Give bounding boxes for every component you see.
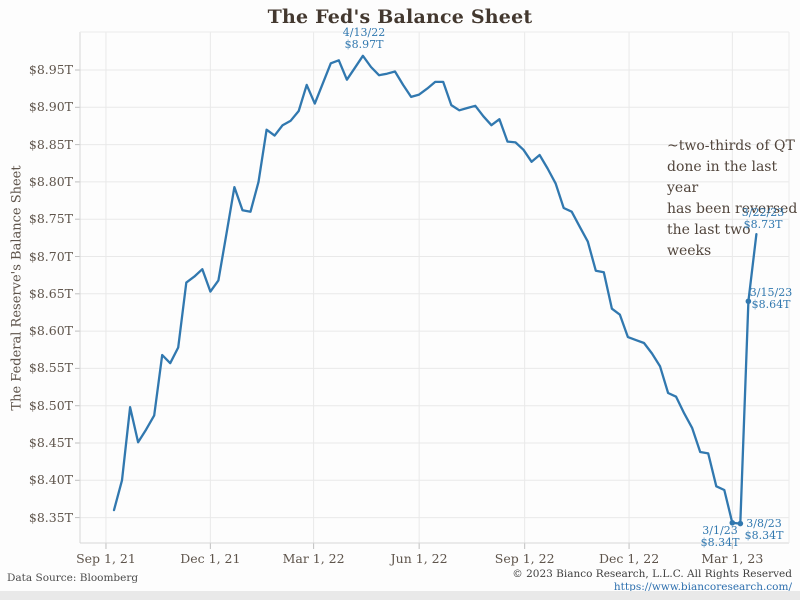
y-tick-label: $8.95T bbox=[28, 62, 73, 77]
callout-mar08-date: 3/8/23 bbox=[746, 517, 782, 530]
callout-peak-value: $8.97T bbox=[344, 38, 384, 51]
callout-mar08-value: $8.34T bbox=[744, 529, 784, 542]
y-tick-label: $8.80T bbox=[28, 173, 73, 189]
y-tick-label: $8.90T bbox=[28, 99, 73, 115]
copyright-text: © 2023 Bianco Research, L.L.C. All Right… bbox=[512, 568, 792, 580]
y-tick-label: $8.55T bbox=[28, 360, 73, 376]
y-tick-label: $8.65T bbox=[28, 285, 73, 301]
x-tick-label: Mar 1, 23 bbox=[701, 551, 764, 566]
callout-mar08: 3/8/23 $8.34T bbox=[734, 518, 794, 542]
y-tick-label: $8.70T bbox=[28, 248, 73, 264]
x-tick-label: Dec 1, 22 bbox=[598, 551, 660, 566]
callout-mar15: 3/15/23 $8.64T bbox=[741, 287, 800, 311]
qt-note-annotation: ~two-thirds of QT done in the last year … bbox=[667, 138, 798, 259]
data-source-note: Data Source: Bloomberg bbox=[7, 572, 139, 584]
y-tick-label: $8.75T bbox=[28, 211, 73, 227]
y-tick-label: $8.35T bbox=[28, 509, 73, 525]
page-title: The Fed's Balance Sheet bbox=[267, 6, 533, 28]
callout-mar22-value: $8.73T bbox=[743, 218, 783, 231]
y-tick-label: $8.40T bbox=[28, 472, 73, 488]
x-tick-label: Sep 1, 21 bbox=[76, 551, 136, 566]
callout-mar22-date: 3/22/23 bbox=[741, 206, 785, 219]
y-tick-label: $8.85T bbox=[28, 136, 73, 152]
y-tick-label: $8.50T bbox=[28, 397, 73, 413]
callout-mar01: 3/1/23 $8.34T bbox=[690, 525, 750, 549]
callout-mar15-value: $8.64T bbox=[751, 298, 791, 311]
balance-sheet-line bbox=[112, 54, 758, 525]
callout-mar01-value: $8.34T bbox=[700, 536, 740, 549]
y-tick-label: $8.45T bbox=[28, 435, 73, 450]
callout-mar01-date: 3/1/23 bbox=[702, 524, 738, 537]
x-tick-label: Jun 1, 22 bbox=[390, 551, 448, 566]
x-tick-label: Sep 1, 22 bbox=[494, 551, 555, 566]
footer-credits: © 2023 Bianco Research, L.L.C. All Right… bbox=[512, 568, 792, 594]
x-tick-label: Dec 1, 21 bbox=[180, 551, 241, 566]
callout-mar15-date: 3/15/23 bbox=[749, 286, 793, 299]
bianco-research-link[interactable]: https://www.biancoresearch.com/ bbox=[613, 581, 792, 593]
callout-peak: 4/13/22 $8.97T bbox=[324, 27, 404, 51]
callout-peak-date: 4/13/22 bbox=[342, 26, 386, 39]
y-tick-label: $8.60T bbox=[28, 323, 73, 339]
callout-mar22: 3/22/23 $8.73T bbox=[731, 207, 795, 231]
x-tick-label: Mar 1, 22 bbox=[282, 551, 345, 566]
bottom-window-bar bbox=[0, 591, 800, 600]
